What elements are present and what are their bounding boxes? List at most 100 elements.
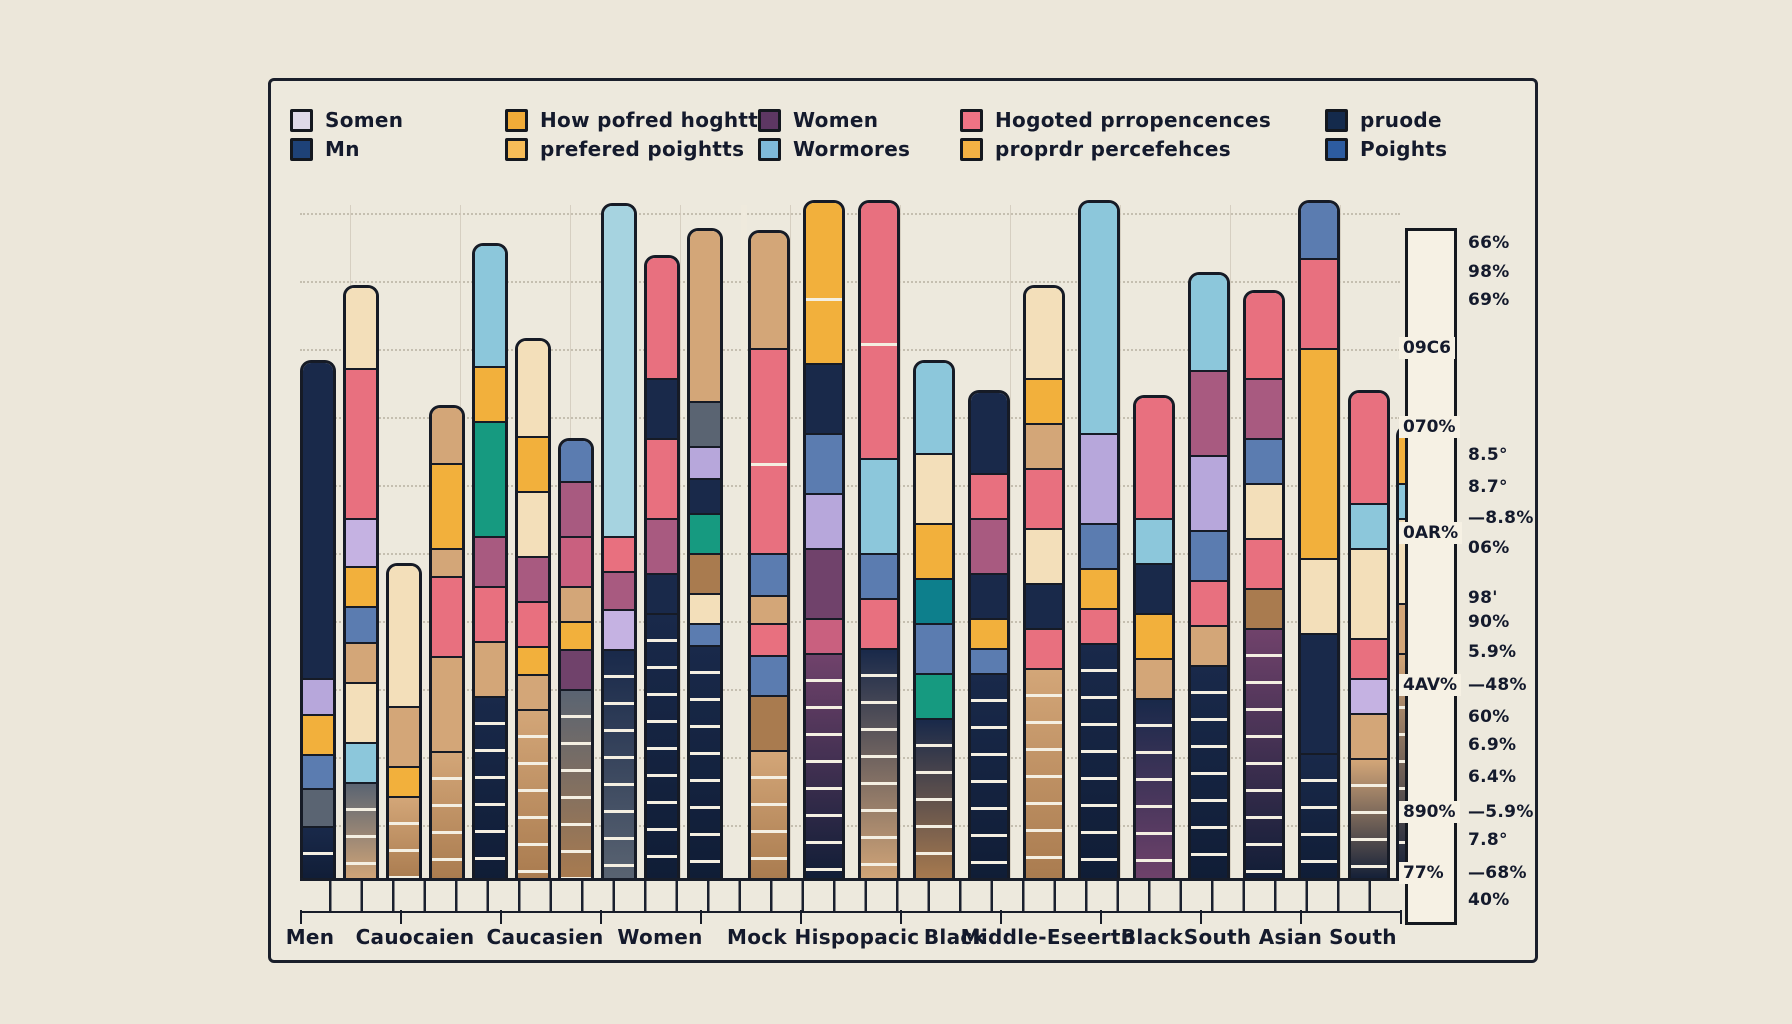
- bar-segment: [1351, 638, 1387, 678]
- bar-segment: [1081, 608, 1117, 643]
- bar-segment: [604, 609, 634, 649]
- bar-base: [1026, 668, 1062, 878]
- bar-segment: [475, 421, 505, 536]
- x-axis-label: Black: [923, 925, 987, 949]
- bar-base: [303, 826, 333, 878]
- x-axis-label: South Asian: [1183, 925, 1323, 949]
- v-gridline: [790, 205, 791, 878]
- stacked-bar: [1078, 200, 1120, 878]
- bar-base: [561, 689, 591, 878]
- legend-item: Women: [758, 108, 910, 132]
- bar-segment: [561, 649, 591, 689]
- right-axis-inner-label: 070%: [1399, 416, 1460, 438]
- bar-base: [916, 718, 952, 878]
- bar-segment: [690, 401, 720, 446]
- v-gridline: [900, 205, 901, 878]
- x-axis-comb: [300, 878, 1400, 913]
- bar-segment: [1191, 580, 1227, 625]
- bar-segment: [690, 231, 720, 401]
- right-axis-tick-label: 40%: [1468, 890, 1510, 910]
- bar-segment: [1246, 483, 1282, 538]
- bar-segment: [647, 258, 677, 378]
- x-tick: [800, 910, 802, 924]
- bar-segment: [806, 363, 842, 433]
- h-gridline: [300, 485, 1400, 487]
- bar-segment: [432, 463, 462, 548]
- bar-segment: [647, 438, 677, 518]
- bar-segment: [806, 298, 842, 363]
- bar-segment: [303, 678, 333, 714]
- right-axis-tick-label: 98': [1468, 588, 1498, 608]
- bar-segment: [971, 648, 1007, 673]
- x-tick: [1000, 910, 1002, 924]
- bar-segment: [1351, 503, 1387, 548]
- bar-base: [346, 782, 376, 878]
- bar-base: [389, 796, 419, 878]
- h-gridline: [300, 553, 1400, 555]
- legend-swatch: [758, 108, 781, 132]
- right-axis-tick-label: 8.5°: [1468, 445, 1508, 465]
- bar-base: [647, 613, 677, 878]
- panel-divider: [741, 205, 747, 878]
- legend-swatch: [758, 137, 781, 161]
- right-axis-tick-label: 66%: [1468, 233, 1510, 253]
- legend-swatch: [960, 108, 983, 132]
- bar-segment: [971, 518, 1007, 573]
- bar-segment: [475, 366, 505, 421]
- bar-segment: [690, 623, 720, 645]
- bar-segment: [604, 571, 634, 609]
- h-gridline: [300, 213, 1400, 215]
- bar-segment: [1191, 625, 1227, 665]
- bar-segment: [1136, 518, 1172, 563]
- v-gridline: [680, 205, 681, 878]
- bar-segment: [751, 595, 787, 623]
- right-axis-tick-label: —5.9%: [1468, 802, 1534, 822]
- h-gridline: [300, 825, 1400, 827]
- legend-item: Somen: [290, 108, 403, 132]
- bar-segment: [1301, 348, 1337, 558]
- bar-base: [690, 645, 720, 878]
- legend-swatch: [1325, 108, 1348, 132]
- legend-item: pruode: [1325, 108, 1447, 132]
- x-tick: [700, 910, 702, 924]
- x-tick: [1100, 910, 1102, 924]
- bar-segment: [1351, 678, 1387, 713]
- bar-segment: [518, 674, 548, 709]
- bar-segment: [806, 433, 842, 493]
- stacked-bar: [343, 285, 379, 878]
- stacked-bar: [1188, 272, 1230, 878]
- stacked-bar: [300, 360, 336, 878]
- x-axis-label: Mock: [727, 925, 787, 949]
- legend-group: pruode Poights: [1325, 108, 1447, 161]
- legend-swatch: [505, 137, 528, 161]
- x-axis-label: South: [1329, 925, 1397, 949]
- bar-base: [861, 648, 897, 878]
- legend-swatch: [960, 137, 983, 161]
- stacked-bar: [1133, 395, 1175, 878]
- bar-segment: [690, 478, 720, 513]
- stacked-bar: [601, 203, 637, 878]
- bar-segment: [303, 754, 333, 788]
- stacked-bar: [1348, 390, 1390, 878]
- h-gridline: [300, 621, 1400, 623]
- bar-base: [1081, 643, 1117, 878]
- legend-item: Poights: [1325, 137, 1447, 161]
- bar-segment: [806, 548, 842, 618]
- x-tick: [600, 910, 602, 924]
- bar-segment: [971, 393, 1007, 473]
- right-axis-tick-label: 98%: [1468, 262, 1510, 282]
- bar-segment: [751, 655, 787, 695]
- bar-segment: [1081, 523, 1117, 568]
- stacked-bar: [1023, 285, 1065, 878]
- bar-segment: [1301, 203, 1337, 258]
- stacked-bar: [558, 438, 594, 878]
- bar-segment: [346, 566, 376, 606]
- v-gridline: [1120, 205, 1121, 878]
- legend-label: How pofred hoghtts: [540, 108, 771, 132]
- right-axis-tick-label: 5.9%: [1468, 642, 1517, 662]
- bar-segment: [1026, 423, 1062, 468]
- legend-label: Poights: [1360, 137, 1448, 161]
- right-axis-tick-label: 7.8°: [1468, 830, 1508, 850]
- v-gridline: [1010, 205, 1011, 878]
- bar-segment: [518, 436, 548, 491]
